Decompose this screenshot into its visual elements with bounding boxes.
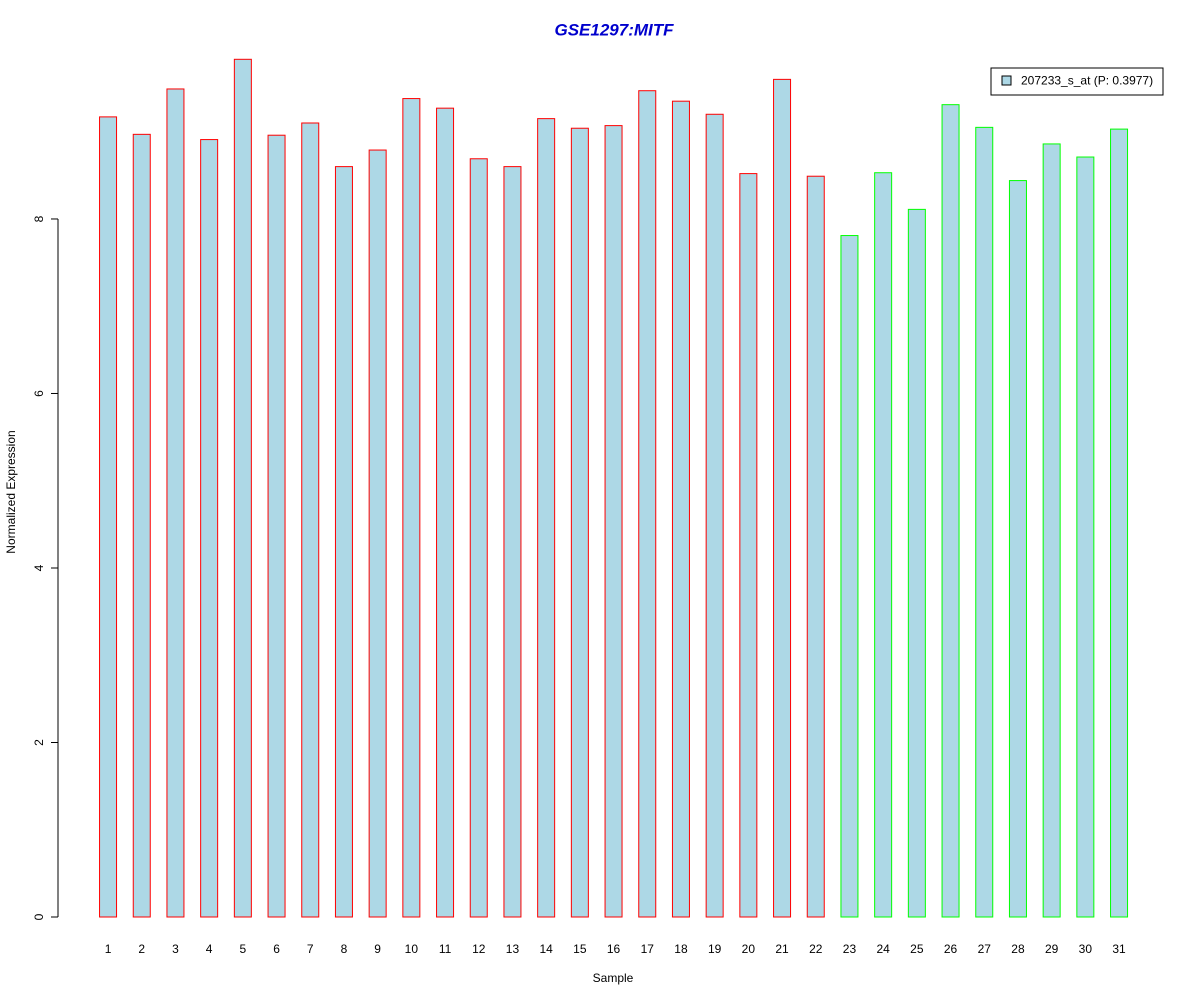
y-tick-label: 4 xyxy=(32,564,46,571)
x-tick-label: 15 xyxy=(573,942,587,956)
x-tick-label: 29 xyxy=(1045,942,1059,956)
bar xyxy=(301,122,320,918)
y-tick-label: 0 xyxy=(32,913,46,920)
x-tick-label: 27 xyxy=(978,942,992,956)
bar xyxy=(233,58,252,918)
x-tick-label: 28 xyxy=(1011,942,1025,956)
legend-label: 207233_s_at (P: 0.3977) xyxy=(1021,74,1153,88)
x-tick-label: 26 xyxy=(944,942,958,956)
x-tick-label: 13 xyxy=(506,942,520,956)
bar xyxy=(402,98,421,918)
bar xyxy=(840,235,859,918)
bar xyxy=(1076,156,1095,918)
x-tick-label: 16 xyxy=(607,942,621,956)
bar xyxy=(671,100,690,918)
x-tick-label: 7 xyxy=(307,942,314,956)
bar xyxy=(132,133,151,918)
x-tick-label: 30 xyxy=(1079,942,1093,956)
x-tick-label: 4 xyxy=(206,942,213,956)
x-tick-label: 9 xyxy=(374,942,381,956)
x-tick-label: 8 xyxy=(341,942,348,956)
bar xyxy=(941,104,960,918)
bar xyxy=(99,116,118,918)
y-axis-label: Normalized Expression xyxy=(4,430,18,553)
bar xyxy=(436,107,455,918)
bar xyxy=(874,172,893,918)
x-tick-label: 23 xyxy=(843,942,857,956)
x-tick-label: 20 xyxy=(742,942,756,956)
x-tick-label: 1 xyxy=(105,942,112,956)
x-tick-label: 12 xyxy=(472,942,486,956)
bar xyxy=(570,127,589,918)
bar xyxy=(1042,143,1061,918)
bar xyxy=(469,158,488,918)
x-tick-label: 10 xyxy=(405,942,419,956)
x-tick-label: 22 xyxy=(809,942,823,956)
bar xyxy=(773,78,792,918)
bar xyxy=(1008,180,1027,918)
x-tick-label: 14 xyxy=(539,942,553,956)
x-tick-label: 5 xyxy=(240,942,247,956)
x-tick-label: 2 xyxy=(138,942,145,956)
bar xyxy=(638,90,657,918)
x-tick-label: 21 xyxy=(775,942,789,956)
bar xyxy=(975,126,994,918)
x-axis-label: Sample xyxy=(593,971,634,985)
legend-box xyxy=(990,67,1164,96)
legend: 207233_s_at (P: 0.3977) xyxy=(990,67,1164,96)
bar xyxy=(806,175,825,918)
bar xyxy=(503,166,522,918)
bar xyxy=(705,113,724,918)
bar xyxy=(200,139,219,918)
y-tick-label: 6 xyxy=(32,390,46,397)
bar xyxy=(907,208,926,918)
bar xyxy=(537,118,556,918)
x-tick-label: 31 xyxy=(1112,942,1126,956)
bar xyxy=(604,125,623,918)
x-tick-label: 11 xyxy=(439,942,452,956)
x-tick-label: 19 xyxy=(708,942,722,956)
chart-title: GSE1297:MITF xyxy=(554,20,674,39)
bar xyxy=(334,166,353,918)
x-tick-label: 17 xyxy=(641,942,655,956)
x-tick-label: 3 xyxy=(172,942,179,956)
x-tick-label: 6 xyxy=(273,942,280,956)
bar xyxy=(166,88,185,918)
x-tick-label: 24 xyxy=(876,942,890,956)
bar xyxy=(1110,128,1129,918)
x-tick-label: 18 xyxy=(674,942,688,956)
bar xyxy=(267,134,286,918)
bar xyxy=(739,173,758,918)
y-tick-label: 8 xyxy=(32,215,46,222)
legend-swatch xyxy=(1001,75,1012,86)
bar xyxy=(368,149,387,918)
y-tick-label: 2 xyxy=(32,739,46,746)
x-tick-label: 25 xyxy=(910,942,924,956)
